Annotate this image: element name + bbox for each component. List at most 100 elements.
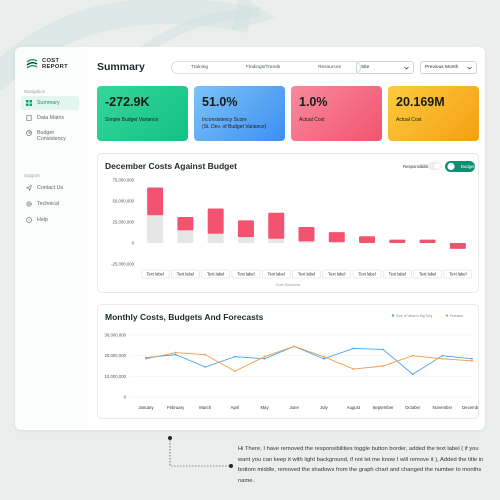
site-select[interactable]: Site bbox=[356, 61, 414, 74]
x-axis-tick-label: August bbox=[347, 405, 361, 410]
x-axis-tick-label: Text label bbox=[298, 271, 315, 276]
data-point bbox=[471, 359, 473, 362]
gear-icon bbox=[26, 201, 32, 207]
x-axis-tick-label: Text label bbox=[328, 271, 345, 276]
data-point bbox=[174, 353, 177, 356]
december-costs-bar-chart: 75,000,000 50,000,000 25,000,000 0 -25,000,0… bbox=[111, 178, 473, 287]
send-icon bbox=[26, 185, 32, 191]
kpi-label: Actual Cost bbox=[299, 117, 325, 123]
sidebar-item-label: Summary bbox=[37, 100, 60, 106]
sidebar-item-budget-consistency[interactable]: Budget Consistency bbox=[21, 126, 79, 146]
y-axis-tick-label: 75,000,000 bbox=[112, 178, 134, 183]
dashboard-window: COST REPORT Navigation Summary Data Matr… bbox=[15, 47, 485, 430]
kpi-card-budget-variance: -272.9K Simple Budget Variance bbox=[97, 86, 188, 141]
x-axis-tick-label: Text label bbox=[177, 271, 194, 276]
cost-bar bbox=[449, 243, 466, 249]
cost-bar bbox=[328, 232, 345, 243]
x-axis-label-box bbox=[292, 269, 321, 279]
kpi-card-inconsistency-score: 51.0% Inconsistency Score (St. Dev. of B… bbox=[194, 86, 285, 141]
y-axis-tick-label: 10,000,000 bbox=[104, 374, 126, 379]
cost-bar bbox=[298, 227, 315, 242]
x-axis-label-box bbox=[443, 269, 473, 279]
chevron-down-icon bbox=[467, 66, 472, 69]
month-select-value: Previous Month bbox=[425, 65, 459, 70]
x-axis-tick-label: Text label bbox=[389, 271, 406, 276]
data-point bbox=[322, 357, 325, 360]
cost-bar bbox=[237, 220, 254, 238]
svg-text:?: ? bbox=[28, 218, 30, 222]
kpi-card-actual-cost-total: 20.169M Actual Cost bbox=[388, 86, 479, 141]
y-axis-tick-label: 30,000,000 bbox=[104, 333, 126, 338]
cost-bar bbox=[147, 187, 164, 216]
sidebar-item-label: Data Matrix bbox=[37, 115, 65, 121]
sidebar-item-summary[interactable]: Summary bbox=[21, 96, 79, 110]
kpi-value: 20.169M bbox=[396, 95, 445, 109]
data-point bbox=[352, 368, 355, 370]
data-point bbox=[382, 365, 384, 367]
sidebar-item-help[interactable]: ? Help bbox=[21, 213, 79, 227]
data-point bbox=[352, 347, 355, 350]
x-axis-tick-label: January bbox=[138, 405, 154, 410]
data-point bbox=[411, 354, 414, 357]
budget-toggle[interactable] bbox=[445, 161, 475, 172]
nav-section-label: Navigation bbox=[24, 89, 46, 94]
budget-bar bbox=[207, 233, 224, 243]
x-axis-label-box bbox=[140, 269, 170, 279]
tab-resources[interactable]: Resources bbox=[318, 65, 342, 70]
document-icon bbox=[26, 115, 32, 121]
legend-marker bbox=[391, 314, 395, 317]
tab-findings-trends[interactable]: Findings/Trends bbox=[245, 65, 281, 70]
data-point bbox=[322, 355, 325, 358]
grid-icon bbox=[26, 100, 32, 106]
budget-bar bbox=[147, 215, 164, 243]
x-axis-title: Cost Elements bbox=[276, 283, 301, 287]
main-content: Summary Training Findings/Trends Resourc… bbox=[88, 47, 485, 430]
tab-training[interactable]: Training bbox=[190, 65, 209, 70]
cost-bar bbox=[268, 212, 285, 239]
responsibilities-toggle-label: Responsibilities bbox=[403, 164, 433, 169]
x-axis-tick-label: April bbox=[231, 405, 240, 410]
x-axis-tick-label: September bbox=[373, 405, 395, 410]
x-axis-label-box bbox=[171, 269, 200, 279]
kpi-label: Simple Budget Variance bbox=[105, 117, 159, 123]
logo: COST REPORT bbox=[26, 58, 68, 70]
data-point bbox=[263, 357, 266, 360]
y-axis-tick-label: 50,000,000 bbox=[112, 199, 134, 204]
budget-bar bbox=[298, 241, 315, 243]
x-axis-tick-label: October bbox=[405, 405, 421, 410]
y-axis-tick-label: 25,000,000 bbox=[112, 220, 134, 225]
sidebar-item-technical[interactable]: Technical bbox=[21, 197, 79, 211]
legend-label: Forecast bbox=[450, 314, 463, 318]
x-axis-tick-label: March bbox=[199, 405, 212, 410]
chart-title: Monthly Costs, Budgets And Forecasts bbox=[105, 312, 264, 322]
monthly-chart-card: Monthly Costs, Budgets And Forecasts 30,… bbox=[97, 304, 479, 419]
month-select[interactable]: Previous Month bbox=[420, 61, 477, 74]
sidebar-item-label: Help bbox=[37, 217, 48, 223]
series-line bbox=[145, 345, 473, 372]
responsibilities-toggle[interactable] bbox=[428, 161, 441, 171]
tab-bar: Training Findings/Trends Resources bbox=[171, 61, 361, 74]
designer-note: Hi There, I have removed the responsibil… bbox=[238, 446, 484, 484]
sidebar-item-label: Technical bbox=[37, 201, 60, 207]
data-point bbox=[234, 370, 236, 373]
monthly-line-chart: 30,000,000 20,000,000 10,000,000 0 January Fe… bbox=[104, 314, 478, 410]
logo-text: COST REPORT bbox=[42, 58, 68, 70]
x-axis-tick-label: November bbox=[432, 405, 452, 410]
sidebar-item-contact-us[interactable]: Contact Us bbox=[21, 181, 79, 195]
kpi-value: -272.9K bbox=[105, 95, 150, 109]
x-axis-label-box bbox=[413, 269, 442, 279]
x-axis-label-box bbox=[322, 269, 352, 279]
y-axis-tick-label: -25,000,000 bbox=[111, 262, 135, 267]
chart-title: December Costs Against Budget bbox=[105, 161, 237, 171]
logo-line-1: COST bbox=[42, 58, 60, 64]
logo-icon bbox=[26, 59, 38, 69]
sidebar-item-data-matrix[interactable]: Data Matrix bbox=[21, 111, 79, 125]
cost-bar bbox=[207, 208, 224, 234]
budget-bar bbox=[177, 230, 194, 243]
series-line bbox=[145, 345, 473, 375]
data-point bbox=[204, 366, 207, 368]
logo-line-2: REPORT bbox=[42, 64, 68, 70]
kpi-label: Inconsistency Score (St. Dev. of Budget … bbox=[202, 117, 267, 130]
budget-bar bbox=[237, 237, 254, 243]
cost-bar bbox=[389, 239, 406, 243]
